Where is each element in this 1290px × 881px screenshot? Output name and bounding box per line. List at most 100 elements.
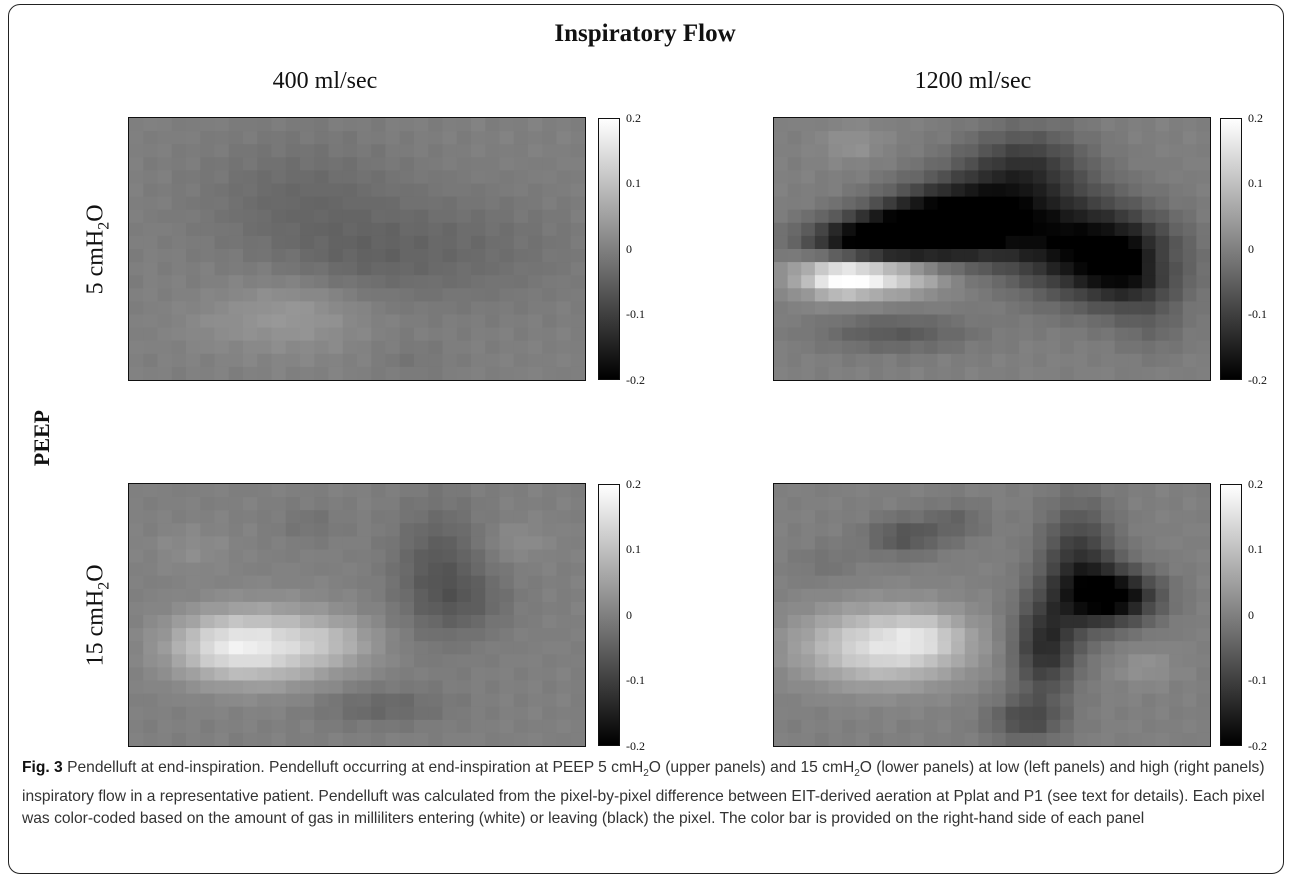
map-pixel [357,484,372,498]
map-pixel [1196,314,1210,329]
map-pixel [200,249,216,263]
map-pixel [300,301,315,316]
map-pixel [171,327,187,342]
map-pixel [1046,118,1061,132]
map-pixel [342,262,358,276]
map-pixel [385,549,401,564]
map-pixel [937,523,952,537]
map-pixel [143,131,159,145]
map-pixel [869,301,884,316]
map-pixel [371,601,387,616]
map-pixel [1060,301,1075,316]
map-pixel [357,288,372,302]
map-pixel [1019,536,1034,551]
map-pixel [1155,732,1170,746]
map-pixel [1141,222,1157,237]
map-pixel [1060,209,1075,224]
map-pixel [328,288,344,302]
map-pixel [1087,209,1102,224]
map-pixel [513,275,529,289]
map-pixel [442,366,458,380]
map-pixel [1128,732,1143,746]
eit-map-peep5-flow1200 [773,117,1211,381]
map-pixel [978,719,993,734]
map-pixel [1060,654,1075,668]
map-pixel [314,353,330,368]
map-pixel [186,706,201,721]
map-pixel [1114,235,1129,250]
map-pixel [399,353,415,368]
map-pixel [285,170,301,185]
map-pixel [842,314,857,329]
map-pixel [214,314,230,329]
map-pixel [1060,275,1075,289]
map-pixel [243,588,258,603]
map-pixel [828,235,843,250]
map-pixel [787,222,802,237]
map-pixel [855,157,870,171]
map-pixel [513,366,529,380]
map-pixel [1155,588,1170,603]
map-pixel [186,118,201,132]
map-pixel [910,536,925,551]
map-pixel [214,118,230,132]
map-pixel [1141,732,1157,746]
map-pixel [485,157,501,171]
map-pixel [883,693,898,708]
map-pixel [456,562,472,577]
map-pixel [171,706,187,721]
map-pixel [1114,170,1129,185]
map-pixel [774,314,789,329]
map-pixel [1114,549,1129,564]
map-pixel [869,288,884,302]
map-pixel [842,157,857,171]
map-pixel [485,196,501,211]
map-pixel [328,235,344,250]
map-pixel [992,366,1007,380]
map-pixel [499,118,515,132]
map-pixel [1114,262,1129,276]
map-pixel [499,732,515,746]
map-pixel [992,340,1007,355]
map-pixel [787,235,802,250]
map-pixel [499,327,515,342]
map-pixel [1060,118,1075,132]
map-pixel [471,680,486,695]
map-pixel [801,628,816,642]
eit-map-peep5-flow400 [128,117,586,381]
map-pixel [978,275,993,289]
map-pixel [1169,667,1184,682]
map-pixel [883,497,898,511]
column-title-high-flow: 1200 ml/sec [914,68,1032,94]
map-pixel [1019,667,1034,682]
map-pixel [428,118,444,132]
map-pixel [1046,510,1061,524]
map-pixel [442,549,458,564]
map-pixel [257,327,273,342]
map-pixel [385,654,401,668]
map-pixel [1019,575,1034,590]
map-pixel [271,262,287,276]
map-pixel [157,209,173,224]
map-pixel [243,719,258,734]
map-pixel [1196,183,1210,198]
map-pixel [1101,157,1116,171]
map-pixel [513,235,529,250]
map-pixel [1060,262,1075,276]
map-pixel [214,484,230,498]
map-pixel [314,196,330,211]
map-pixel [271,366,287,380]
map-pixel [328,667,344,682]
map-pixel [869,366,884,380]
map-pixel [1046,497,1061,511]
map-pixel [883,196,898,211]
map-pixel [1182,144,1197,158]
map-pixel [542,170,558,185]
map-pixel [1005,523,1020,537]
map-pixel [513,732,529,746]
map-pixel [186,340,201,355]
map-pixel [1019,549,1034,564]
map-pixel [143,523,159,537]
map-pixel [471,327,486,342]
map-pixel [978,118,993,132]
